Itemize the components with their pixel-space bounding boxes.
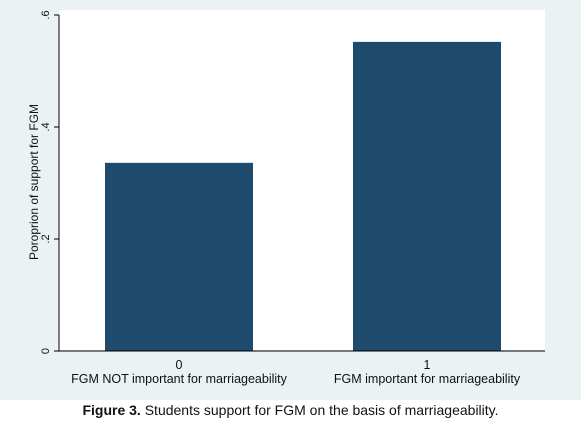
bar-chart: 0 .2 .4 .6 0 FGM NOT important for marriage… xyxy=(0,0,581,400)
y-tick-label-2: .4 xyxy=(40,122,52,131)
y-axis-title: Poroprion of support for FGM xyxy=(27,104,41,260)
x-category-label-0: FGM NOT important for marriageability xyxy=(71,372,288,386)
x-tick-label-0: 0 xyxy=(176,358,183,372)
x-category-label-1: FGM important for marriageability xyxy=(334,372,521,386)
figure-caption-text: Students support for FGM on the basis of… xyxy=(140,402,499,418)
y-tick-label-1: .2 xyxy=(40,234,52,243)
x-tick-label-1: 1 xyxy=(424,358,431,372)
bar-1 xyxy=(353,41,501,351)
y-tick-label-0: 0 xyxy=(40,348,52,354)
bar-0 xyxy=(105,162,253,351)
figure-caption: Figure 3. Students support for FGM on th… xyxy=(0,402,581,418)
y-tick-label-3: .6 xyxy=(40,10,52,19)
figure-caption-label: Figure 3. xyxy=(82,402,141,418)
